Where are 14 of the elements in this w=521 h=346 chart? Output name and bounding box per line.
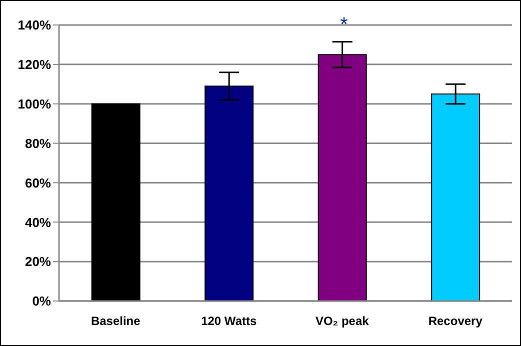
x-tick-label: VO₂ peak	[315, 314, 370, 328]
y-tick-label: 40%	[24, 214, 52, 230]
bar	[91, 103, 140, 301]
y-tick-label: 80%	[24, 136, 52, 151]
x-tick-label: 120 Watts	[201, 314, 257, 328]
annotation: *	[340, 14, 348, 36]
x-tick-label: Baseline	[90, 314, 141, 328]
y-tick-label: 60%	[24, 175, 52, 190]
y-tick-label: 100%	[18, 96, 52, 112]
y-tick-label: 120%	[18, 57, 52, 72]
x-tick-label: Recovery	[428, 314, 483, 328]
y-tick-label: 140%	[18, 18, 52, 33]
y-tick-label: 0%	[32, 294, 52, 309]
y-tick-label: 20%	[24, 254, 52, 270]
